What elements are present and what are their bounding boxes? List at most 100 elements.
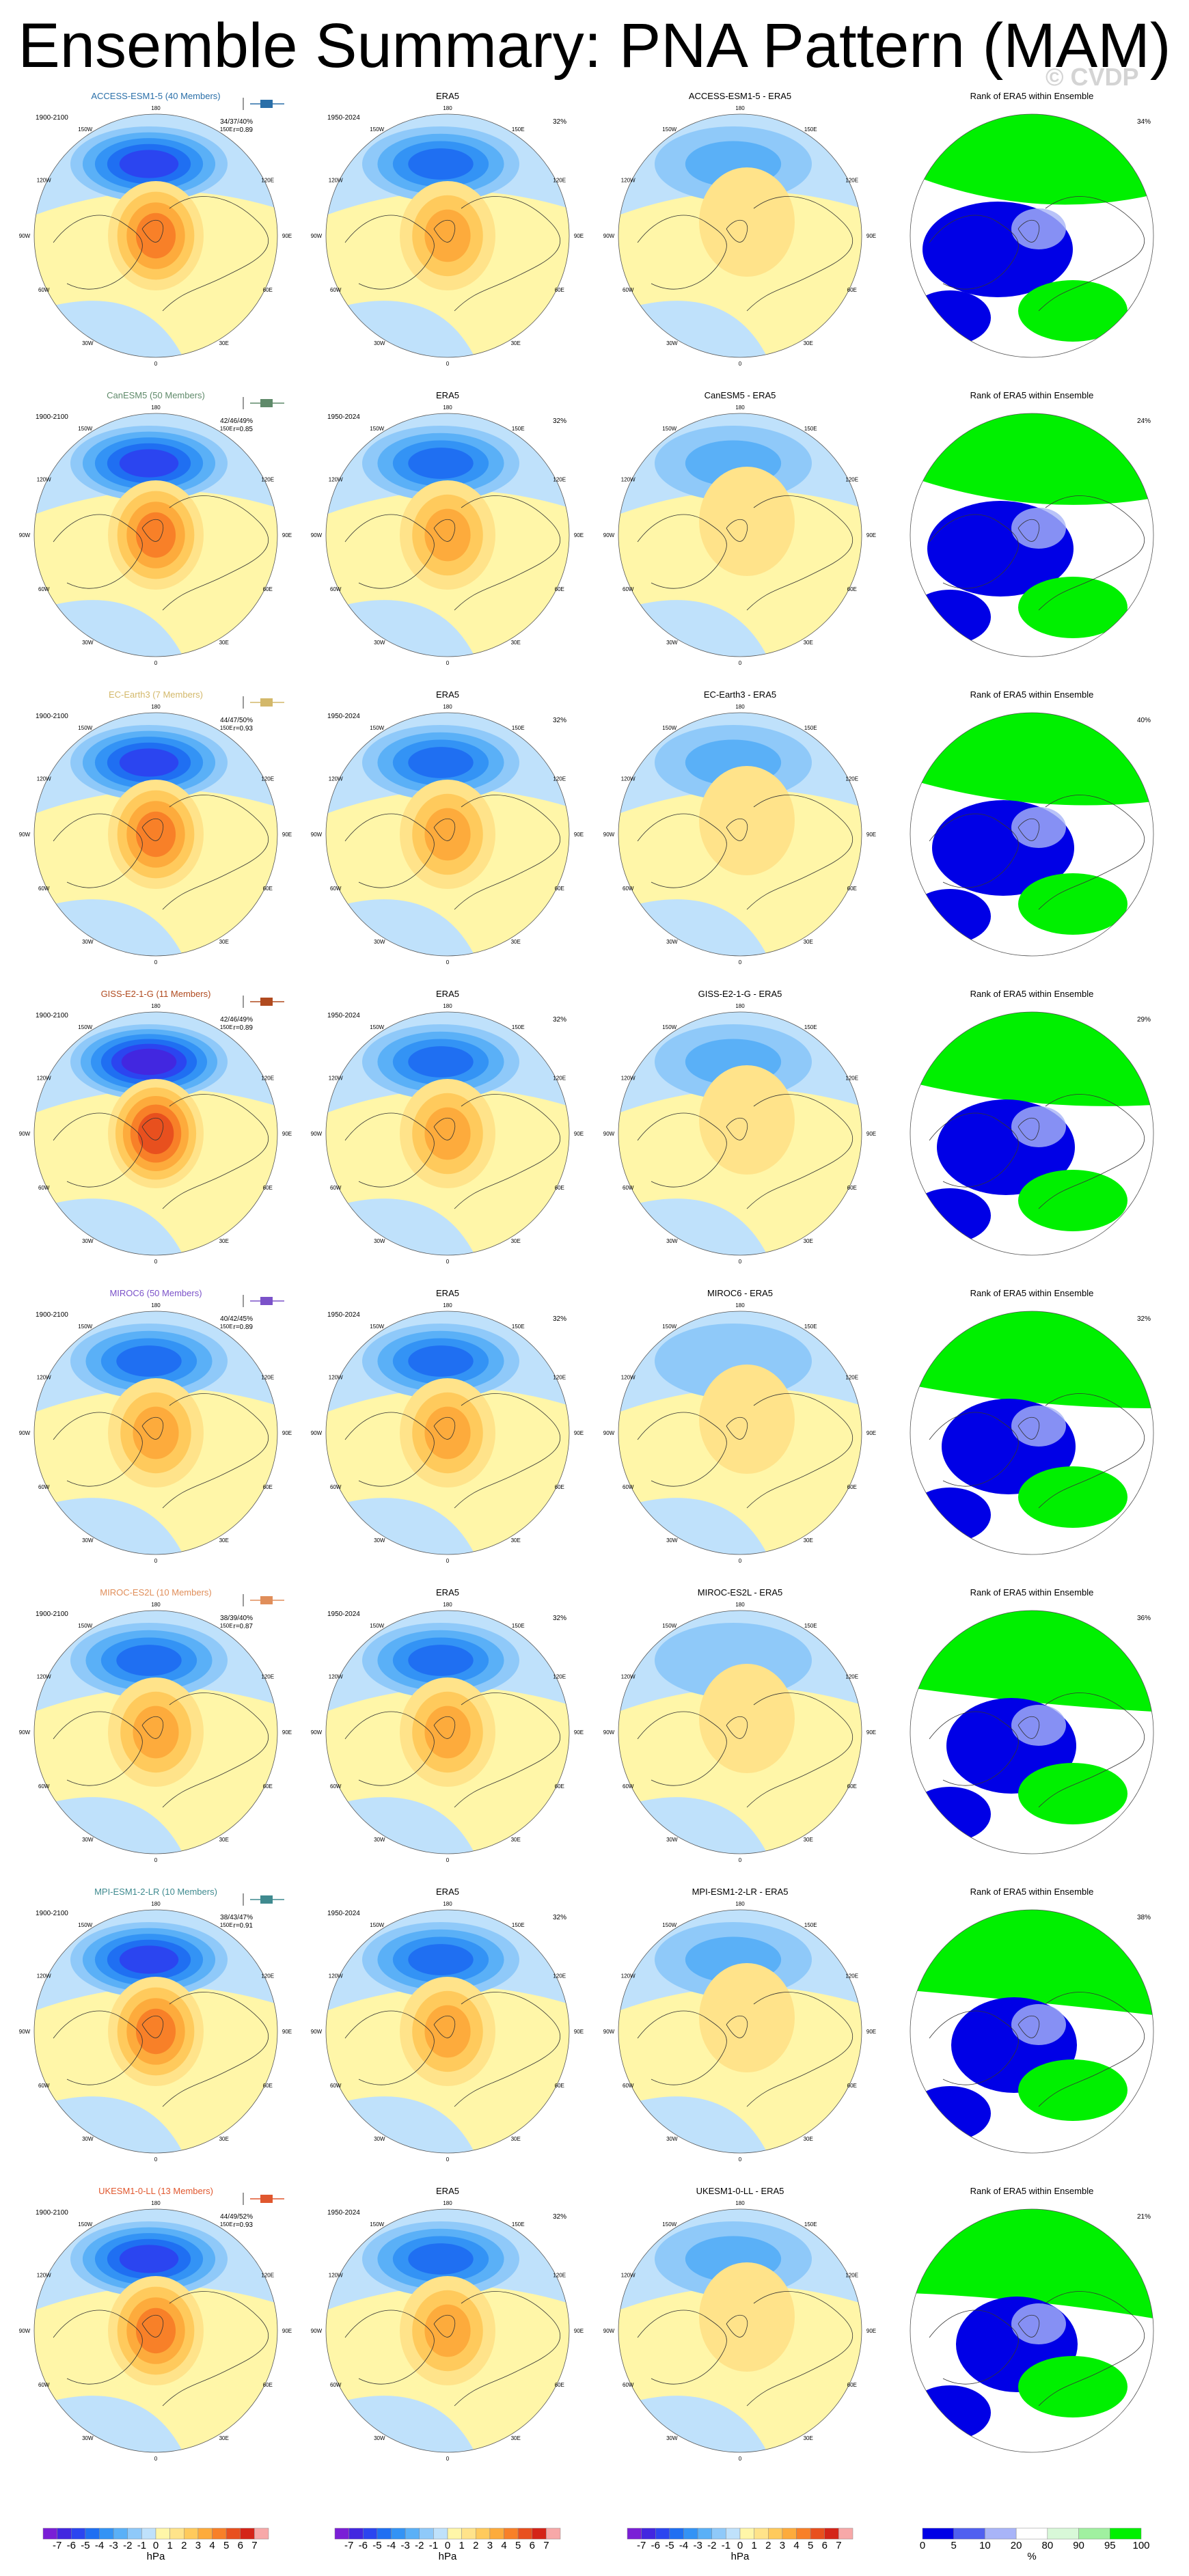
lon-tick-label: 120E — [553, 477, 566, 483]
colorbar-tick-label: -1 — [429, 2540, 438, 2551]
lon-tick-label: 60E — [847, 886, 857, 892]
colorbar-swatch — [796, 2527, 811, 2540]
lon-tick-label: 90E — [866, 532, 876, 538]
colorbar-swatch — [655, 2527, 670, 2540]
rank-high-region — [910, 413, 1153, 505]
lon-tick-label: 60W — [623, 2083, 634, 2089]
colorbar-tick-label: 2 — [181, 2540, 187, 2551]
map-border — [618, 1610, 862, 1854]
coastline-1 — [344, 514, 435, 589]
map-field — [910, 2209, 1153, 2452]
colorbar-tick-label: 80 — [1042, 2540, 1054, 2551]
rank-title: Rank of ERA5 within Ensemble — [970, 989, 1094, 999]
model-title: CanESM5 (50 Members) — [107, 390, 205, 400]
rank-high-region — [910, 1910, 1153, 2015]
lon-tick-label: 60W — [38, 2382, 50, 2388]
colorbar-swatch — [489, 2527, 504, 2540]
map-field — [34, 2209, 277, 2452]
coastline-3 — [141, 1117, 164, 1140]
map-field — [910, 1311, 1153, 1554]
map-border — [910, 712, 1154, 957]
lon-tick-label: 60E — [847, 287, 857, 293]
lon-tick-label: 60E — [263, 586, 273, 592]
lon-tick-label: 0 — [154, 1558, 158, 1564]
lon-tick-label: 180 — [443, 1003, 452, 1009]
boxplot-box — [260, 1297, 273, 1305]
lon-tick-label: 180 — [443, 405, 452, 411]
lon-tick-label: 90E — [866, 2029, 876, 2035]
colorbar-swatch — [377, 2527, 392, 2540]
colorbar-swatch — [1015, 2527, 1048, 2540]
lon-tick-label: 60W — [623, 1783, 634, 1790]
model-period: 1900-2100 — [36, 713, 68, 720]
positive-center-level-1 — [699, 1365, 795, 1474]
colorbar-tick-label: 0 — [920, 2540, 925, 2551]
colorbar-tick-label: -2 — [707, 2540, 716, 2551]
lon-tick-label: 0 — [154, 361, 158, 367]
colorbar-tick-label: 0 — [445, 2540, 450, 2551]
positive-center-level-3 — [424, 209, 471, 262]
colorbar-tick-label: 10 — [979, 2540, 991, 2551]
lon-tick-label: 150E — [804, 2221, 817, 2228]
lon-tick-label: 150W — [662, 2221, 676, 2228]
lon-tick-label: 30E — [804, 2435, 813, 2441]
map-panel-r6-c4: Rank of ERA5 within Ensemble 36% — [910, 1587, 1154, 1854]
mini-boxplot — [243, 996, 284, 1008]
colorbar-tick-label: -6 — [651, 2540, 660, 2551]
negative-center-level-4 — [408, 1345, 474, 1377]
model-title: UKESM1-0-LL (13 Members) — [98, 2186, 213, 2196]
lon-tick-label: 150W — [78, 1922, 92, 1928]
coastline-3 — [433, 519, 456, 542]
lon-tick-label: 120W — [329, 1973, 343, 1979]
colorbar-obs: -7 -6 -5 -4 -3 -2 -1 0 1 2 3 4 5 6 7 hPa — [334, 2527, 561, 2562]
pattern-correlation: r=0.93 — [233, 725, 253, 732]
coastline-2 — [162, 795, 269, 910]
lon-tick-label: 30W — [374, 2435, 385, 2441]
lon-tick-label: 90W — [603, 832, 615, 838]
lon-tick-label: 120W — [621, 1075, 636, 1082]
lon-tick-label: 150E — [804, 725, 817, 731]
pattern-stats: 38/43/47% — [220, 1914, 253, 1921]
positive-center-level-1 — [699, 766, 795, 875]
map-border — [33, 413, 278, 657]
colorbar-swatch — [141, 2527, 156, 2540]
colorbar-swatch — [212, 2527, 227, 2540]
map-panel-r3-c3: 180 150W 150E 120W 120E 90W 90E 60W 60E 30W 30E 0 EC… — [603, 689, 876, 965]
lon-tick-label: 150W — [78, 2221, 92, 2228]
obs-title: ERA5 — [436, 2186, 459, 2196]
map-field — [618, 1311, 862, 1554]
pattern-correlation: r=0.91 — [233, 1922, 253, 1930]
map-panel-r6-c3: 180 150W 150E 120W 120E 90W 90E 60W 60E 30W 30E 0 MI… — [603, 1587, 876, 1863]
lon-tick-label: 90W — [311, 532, 323, 538]
lon-tick-label: 180 — [443, 1602, 452, 1608]
positive-center-level-1 — [699, 1065, 795, 1175]
pattern-stats: 42/46/49% — [220, 1016, 253, 1024]
map-field — [326, 114, 569, 357]
rank-pct: 29% — [1137, 1016, 1151, 1024]
map-border — [325, 1011, 570, 1256]
lon-tick-label: 120E — [845, 178, 858, 184]
colorbar-swatch — [42, 2527, 57, 2540]
mini-boxplot — [243, 696, 284, 709]
positive-center-level-3 — [424, 808, 471, 861]
lon-tick-label: 60W — [38, 586, 50, 592]
pattern-correlation: r=0.93 — [233, 2221, 253, 2229]
map-border — [910, 413, 1154, 657]
colorbar-swatch — [334, 2527, 349, 2540]
lon-tick-label: 90E — [574, 2328, 584, 2334]
lon-tick-label: 150W — [662, 126, 676, 133]
lon-tick-label: 30W — [374, 1837, 385, 1843]
lon-tick-label: 30E — [804, 1837, 813, 1843]
negative-center-level-6 — [121, 1048, 177, 1075]
lon-tick-label: 30W — [82, 640, 94, 646]
lon-tick-label: 150W — [370, 2221, 384, 2228]
coastline-2 — [162, 2291, 269, 2407]
colorbar-swatch — [669, 2527, 684, 2540]
lon-tick-label: 120E — [553, 1375, 566, 1381]
lon-tick-label: 120W — [37, 1075, 51, 1082]
coastline-3 — [141, 1416, 164, 1440]
coastline-1 — [929, 215, 1019, 290]
lon-tick-label: 30W — [82, 1837, 94, 1843]
rank-high-region-2 — [1018, 577, 1128, 638]
lon-tick-label: 60W — [330, 2083, 342, 2089]
